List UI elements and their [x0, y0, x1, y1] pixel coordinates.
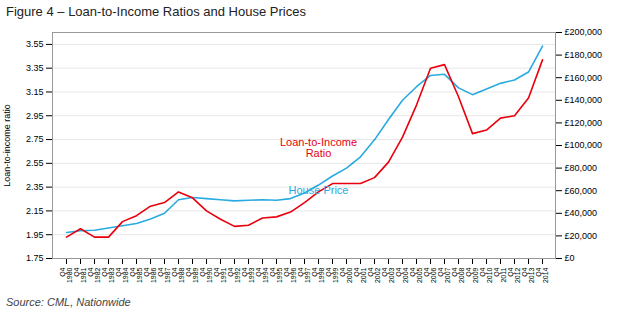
svg-text:Q41997: Q41997: [297, 267, 311, 283]
svg-text:Q41996: Q41996: [283, 267, 297, 283]
svg-text:Q41981: Q41981: [73, 267, 87, 283]
svg-text:Q41998: Q41998: [311, 267, 325, 283]
svg-text:£60,000: £60,000: [565, 186, 598, 196]
svg-text:Q42000: Q42000: [339, 267, 353, 283]
svg-text:Q42001: Q42001: [353, 267, 367, 283]
svg-text:Q42004: Q42004: [395, 267, 409, 283]
svg-text:3.55: 3.55: [26, 39, 44, 49]
svg-text:1.75: 1.75: [26, 253, 44, 263]
svg-text:Q41985: Q41985: [129, 267, 143, 283]
svg-text:Q41987: Q41987: [157, 267, 171, 283]
svg-text:£0: £0: [565, 253, 575, 263]
svg-text:£40,000: £40,000: [565, 208, 598, 218]
svg-text:Q41992: Q41992: [227, 267, 241, 283]
svg-text:Loan-to-IncomeRatio: Loan-to-IncomeRatio: [280, 136, 357, 159]
svg-text:Q42013: Q42013: [521, 267, 535, 283]
svg-text:Q41995: Q41995: [269, 267, 283, 283]
svg-text:Loan-to-income ratio: Loan-to-income ratio: [2, 104, 12, 187]
svg-text:Q41990: Q41990: [199, 267, 213, 283]
svg-text:Q41993: Q41993: [241, 267, 255, 283]
svg-text:2.55: 2.55: [26, 158, 44, 168]
svg-text:House Price: House Price: [289, 184, 349, 196]
svg-text:Q41999: Q41999: [325, 267, 339, 283]
svg-text:Q41983: Q41983: [101, 267, 115, 283]
svg-text:Q41988: Q41988: [171, 267, 185, 283]
svg-text:£140,000: £140,000: [565, 95, 603, 105]
svg-text:£20,000: £20,000: [565, 231, 598, 241]
svg-text:Q41980: Q41980: [59, 267, 73, 283]
svg-text:Q42005: Q42005: [409, 267, 423, 283]
svg-text:Q41991: Q41991: [213, 267, 227, 283]
svg-text:Q42007: Q42007: [437, 267, 451, 283]
svg-text:Q41989: Q41989: [185, 267, 199, 283]
svg-text:Q41994: Q41994: [255, 267, 269, 283]
svg-text:2.15: 2.15: [26, 206, 44, 216]
svg-text:£160,000: £160,000: [565, 73, 603, 83]
svg-text:Q42009: Q42009: [465, 267, 479, 283]
svg-text:2.95: 2.95: [26, 111, 44, 121]
svg-text:Q42008: Q42008: [451, 267, 465, 283]
html-text:Figure 4 – Loan-to-Income Rati: Figure 4 – Loan-to-Income Ratios and Hou…: [6, 4, 306, 19]
svg-text:Q42014: Q42014: [535, 267, 549, 283]
svg-text:2.35: 2.35: [26, 182, 44, 192]
svg-text:Q41982: Q41982: [87, 267, 101, 283]
svg-text:£100,000: £100,000: [565, 140, 603, 150]
svg-text:£180,000: £180,000: [565, 50, 603, 60]
svg-text:2.75: 2.75: [26, 134, 44, 144]
svg-text:1.95: 1.95: [26, 230, 44, 240]
svg-text:3.15: 3.15: [26, 87, 44, 97]
svg-text:Q42012: Q42012: [507, 267, 521, 283]
svg-text:£120,000: £120,000: [565, 118, 603, 128]
svg-text:Q41984: Q41984: [115, 267, 129, 283]
svg-text:Q41986: Q41986: [143, 267, 157, 283]
svg-text:Q42003: Q42003: [381, 267, 395, 283]
svg-text:Q42002: Q42002: [367, 267, 381, 283]
svg-text:Q42006: Q42006: [423, 267, 437, 283]
svg-text:£80,000: £80,000: [565, 163, 598, 173]
svg-text:Q42011: Q42011: [493, 267, 507, 282]
svg-text:3.35: 3.35: [26, 63, 44, 73]
svg-text:£200,000: £200,000: [565, 27, 603, 37]
html-text:Source: CML, Nationwide: Source: CML, Nationwide: [6, 296, 131, 308]
svg-text:Q42010: Q42010: [479, 267, 493, 283]
